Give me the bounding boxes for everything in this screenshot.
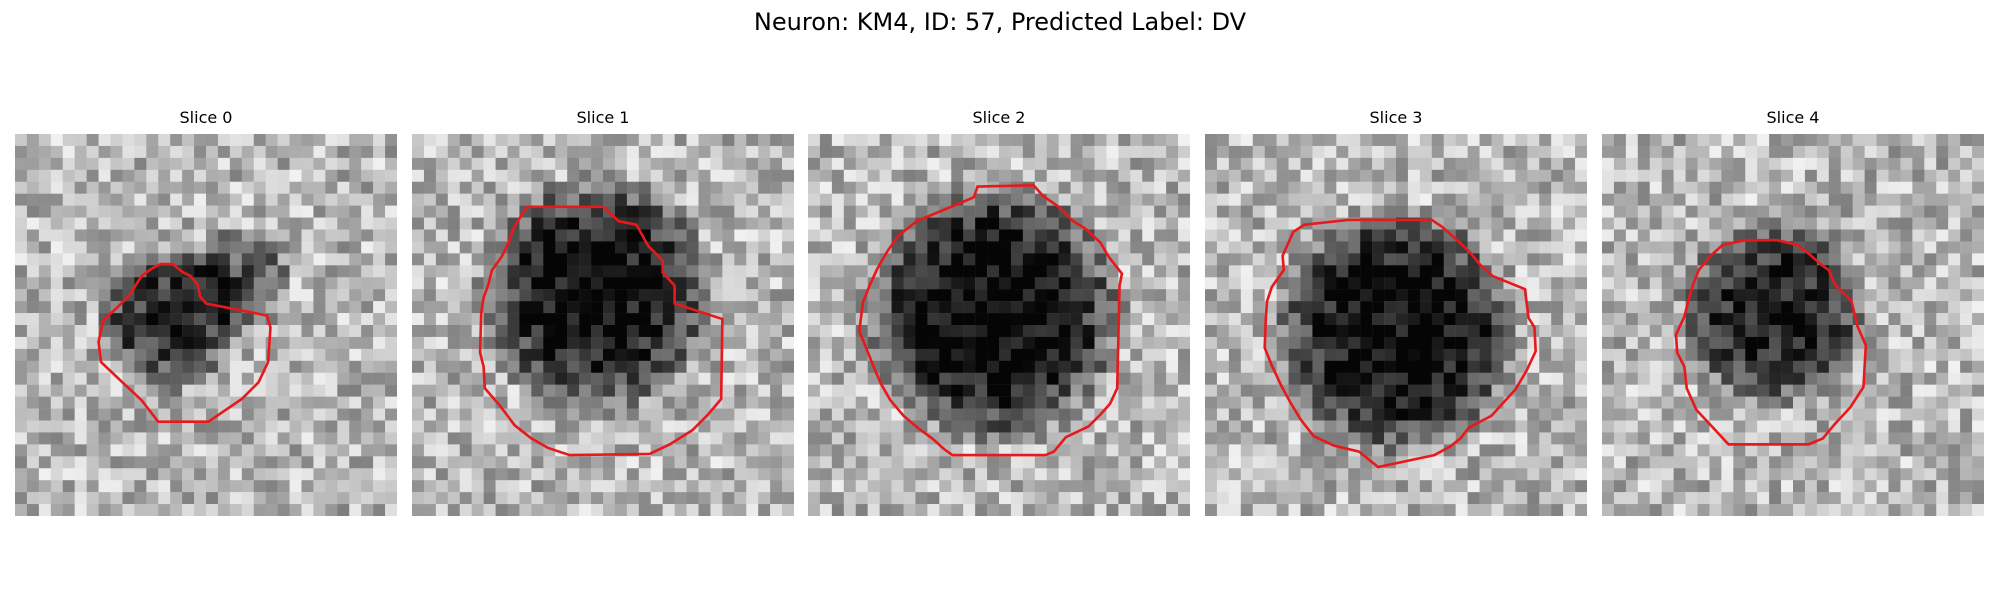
slice-image-3	[1205, 134, 1587, 516]
roi-contour-3	[1263, 218, 1537, 469]
slice-panel-2: Slice 2	[808, 108, 1190, 518]
slice-image-2	[808, 134, 1190, 516]
slice-panel-1: Slice 1	[412, 108, 794, 518]
slice-title-2: Slice 2	[972, 108, 1026, 127]
grayscale-noise-4	[1602, 134, 1984, 516]
roi-contour-4	[1674, 238, 1868, 446]
slice-title-0: Slice 0	[179, 108, 233, 127]
slice-panel-4: Slice 4	[1602, 108, 1984, 518]
slice-title-3: Slice 3	[1369, 108, 1423, 127]
grayscale-noise-3	[1205, 134, 1587, 516]
slice-image-0	[15, 134, 397, 516]
roi-contour-0	[97, 262, 272, 424]
slice-image-1	[412, 134, 794, 516]
grayscale-noise-1	[412, 134, 794, 516]
slice-panel-0: Slice 0	[15, 108, 397, 518]
roi-contour-2	[857, 184, 1124, 457]
slice-title-4: Slice 4	[1766, 108, 1820, 127]
grayscale-noise-0	[15, 134, 397, 516]
roi-contour-1	[478, 205, 724, 457]
slice-title-1: Slice 1	[576, 108, 630, 127]
grayscale-noise-2	[808, 134, 1190, 516]
figure-title: Neuron: KM4, ID: 57, Predicted Label: DV	[753, 8, 1247, 36]
slice-image-4	[1602, 134, 1984, 516]
slice-panel-3: Slice 3	[1205, 108, 1587, 518]
